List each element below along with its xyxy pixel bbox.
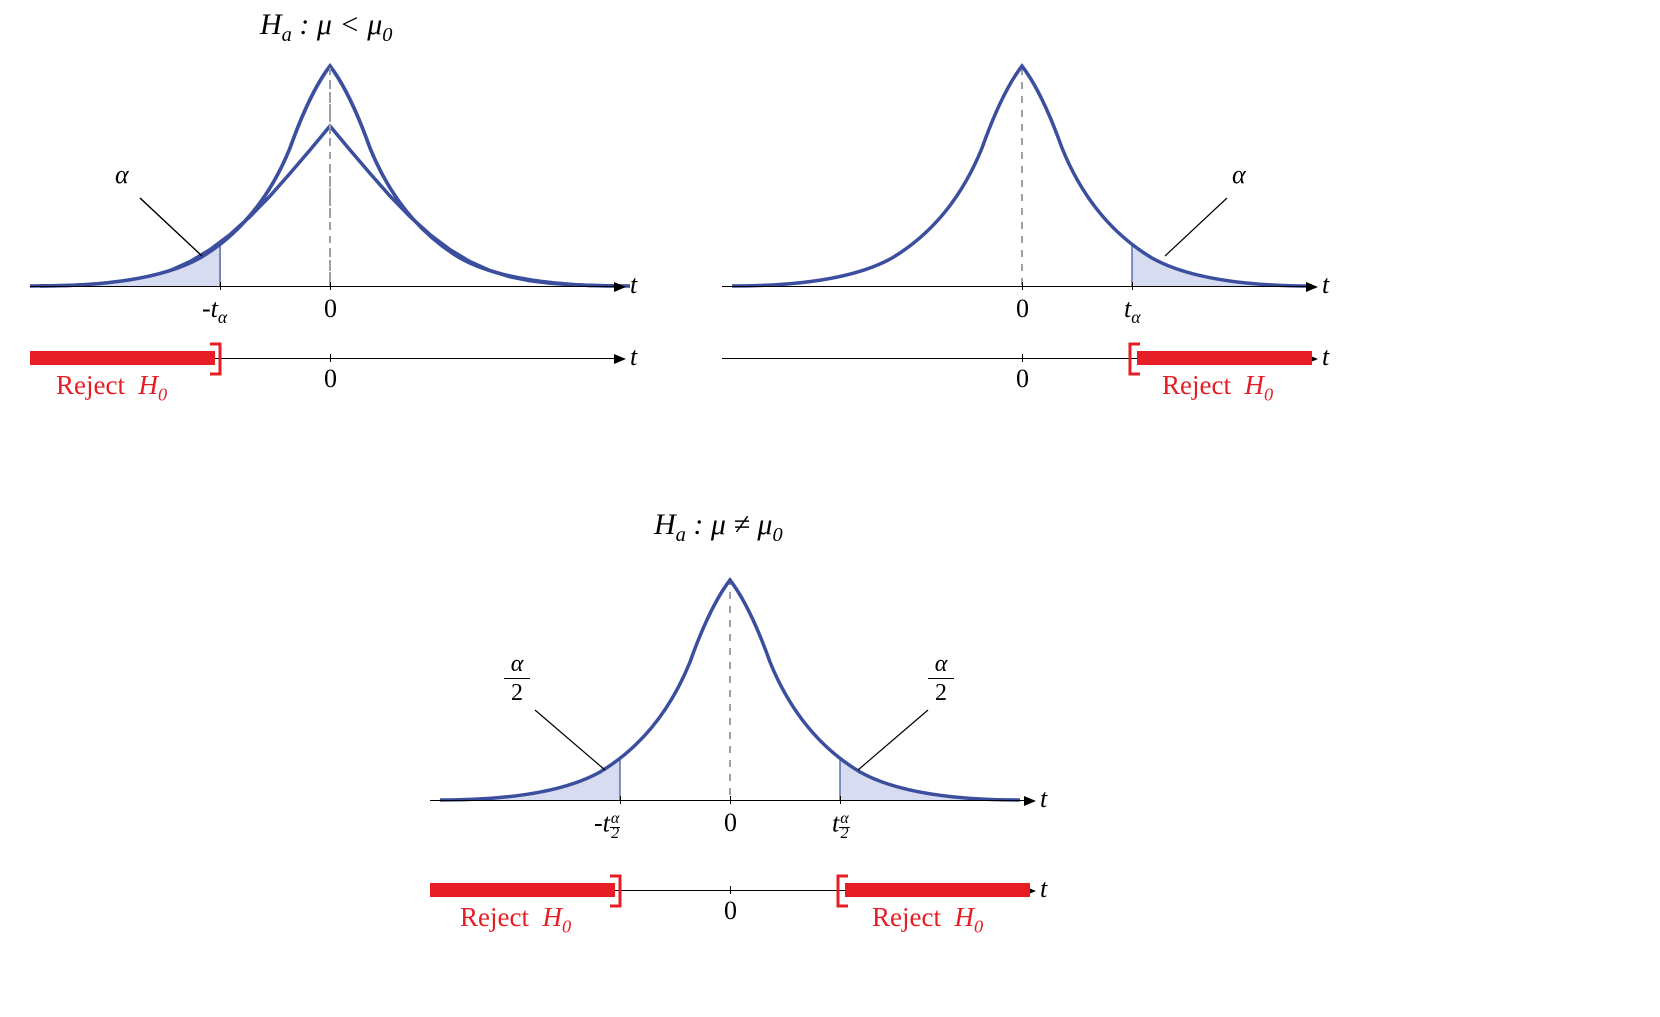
reject-bracket-left-icon <box>610 874 624 908</box>
tick-zero-2 <box>730 886 731 894</box>
tick-pos-t <box>1132 282 1133 290</box>
tick-pos-t-label: tα2 <box>832 806 850 835</box>
axis1-arrow <box>1306 280 1320 294</box>
reject-bar <box>30 351 215 365</box>
alpha-half-right: α 2 <box>928 652 954 705</box>
axis1-t-label: t <box>630 270 637 300</box>
tick-zero-1-label: 0 <box>1016 294 1029 324</box>
axis2-t-label: t <box>1040 874 1047 904</box>
tick-zero-2-label: 0 <box>324 364 337 394</box>
tick-zero-2-label: 0 <box>724 896 737 926</box>
axis1-arrow <box>1024 794 1038 808</box>
alpha-label: α <box>1232 160 1246 190</box>
bell-curve-left <box>30 0 670 300</box>
tick-zero-1 <box>1022 282 1023 290</box>
panel-two-tailed: Ha : μ ≠ μ0 α 2 α 2 <box>380 500 1100 980</box>
bell-curve-right <box>672 0 1372 300</box>
tick-zero-2-label: 0 <box>1016 364 1029 394</box>
axis2-t-label: t <box>630 342 637 372</box>
reject-text-left: Reject H0 <box>460 902 571 937</box>
reject-text: Reject H0 <box>56 370 167 405</box>
reject-text-right: Reject H0 <box>872 902 983 937</box>
tick-zero-1-label: 0 <box>324 294 337 324</box>
reject-bracket-right-icon <box>836 874 850 908</box>
alpha-pointer-right <box>858 710 928 770</box>
axis2-arrow <box>614 352 628 366</box>
axis1-arrow <box>614 280 628 294</box>
tick-zero-2 <box>330 354 331 362</box>
tick-zero-2 <box>1022 354 1023 362</box>
axis-1 <box>30 286 620 287</box>
tick-neg-t-label: -tα2 <box>594 806 620 835</box>
axis2-t-label: t <box>1322 342 1329 372</box>
reject-bar-left <box>430 883 615 897</box>
reject-bracket-icon <box>210 342 224 376</box>
tick-neg-t <box>620 796 621 804</box>
tick-pos-t-label: tα <box>1124 294 1141 328</box>
tick-zero-1 <box>330 282 331 290</box>
reject-text: Reject H0 <box>1162 370 1273 405</box>
tick-neg-t-label: -tα <box>202 294 227 328</box>
shaded-region-left <box>30 242 220 286</box>
reject-bar-right <box>845 883 1030 897</box>
bell-curve-two <box>380 500 1100 820</box>
alpha-half-left: α 2 <box>504 652 530 705</box>
panel-right-tailed: Ha : μ > μ0 α t tα 0 t <box>672 0 1372 430</box>
figure-canvas: Ha : μ < μ0 α <box>0 0 1660 1017</box>
panel-left-tailed: Ha : μ < μ0 α <box>30 0 670 430</box>
reject-bar <box>1137 351 1312 365</box>
alpha-label: α <box>115 160 129 190</box>
tick-zero-1-label: 0 <box>724 808 737 838</box>
tick-zero-1 <box>730 796 731 804</box>
axis-1 <box>722 286 1312 287</box>
tick-pos-t <box>840 796 841 804</box>
alpha-pointer-left <box>535 710 605 770</box>
reject-bracket-icon <box>1128 342 1142 376</box>
alpha-pointer <box>140 198 202 256</box>
tick-neg-t <box>220 282 221 290</box>
axis1-t-label: t <box>1040 784 1047 814</box>
axis1-t-label: t <box>1322 270 1329 300</box>
